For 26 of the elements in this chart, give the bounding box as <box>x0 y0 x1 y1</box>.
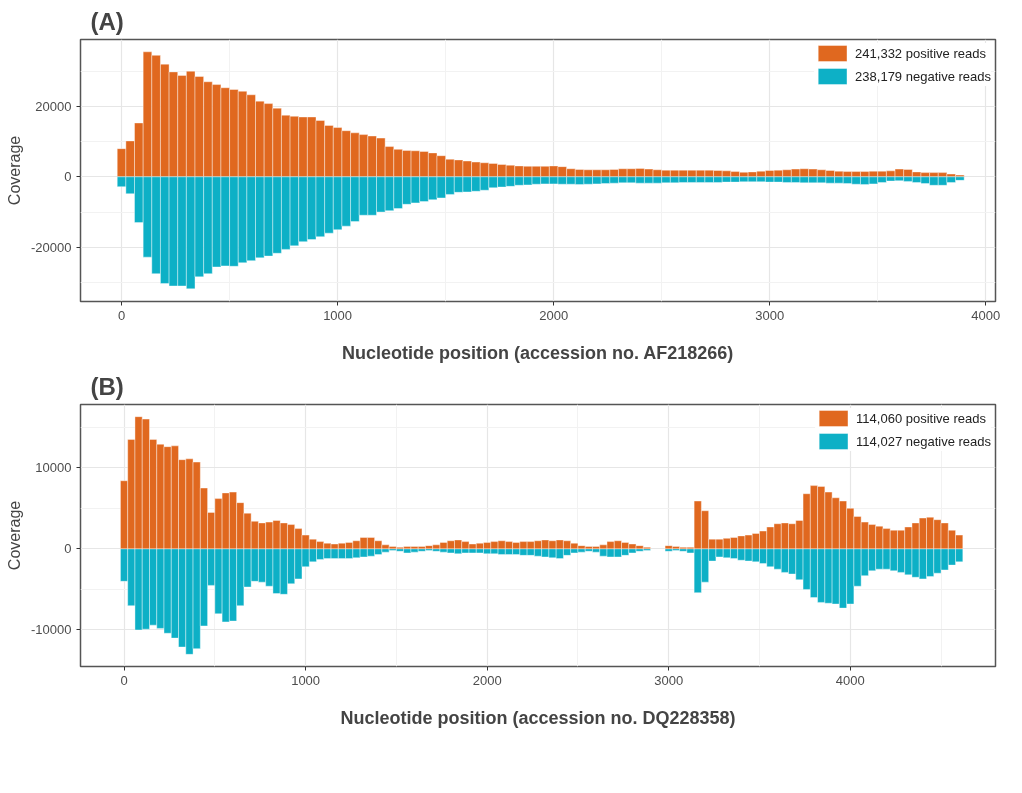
x-tick-label: 1000 <box>323 307 353 323</box>
y-tick-label: 10000 <box>35 460 72 476</box>
y-tick-label: 0 <box>64 541 72 557</box>
y-axis-title: Coverage <box>6 500 24 571</box>
x-tick-label: 2000 <box>472 672 502 688</box>
y-tick-label: 0 <box>64 169 72 185</box>
x-tick-label: 3000 <box>654 672 684 688</box>
y-tick-label: -10000 <box>31 622 72 638</box>
legend-label: 241,332 positive reads <box>855 44 986 63</box>
legend-label: 238,179 negative reads <box>855 67 991 86</box>
legend-label: 114,027 negative reads <box>856 432 991 451</box>
y-tick-label: 20000 <box>35 98 72 114</box>
y-axis-title: Coverage <box>6 135 24 206</box>
y-tick-label: -20000 <box>31 239 72 255</box>
x-tick-label: 4000 <box>971 307 1001 323</box>
x-axis-title: Nucleotide position (accession no. AF218266) <box>341 342 734 363</box>
x-tick-label: 3000 <box>755 307 785 323</box>
x-tick-label: 4000 <box>835 672 865 688</box>
x-tick-label: 0 <box>120 672 128 688</box>
x-tick-label: 1000 <box>291 672 321 688</box>
x-axis-title: Nucleotide position (accession no. DQ228358) <box>340 707 736 728</box>
x-tick-label: 2000 <box>539 307 569 323</box>
legend-label: 114,060 positive reads <box>856 409 986 428</box>
chart-title: (B) <box>90 372 124 400</box>
chart-title: (A) <box>90 7 124 35</box>
x-tick-label: 0 <box>117 307 126 323</box>
